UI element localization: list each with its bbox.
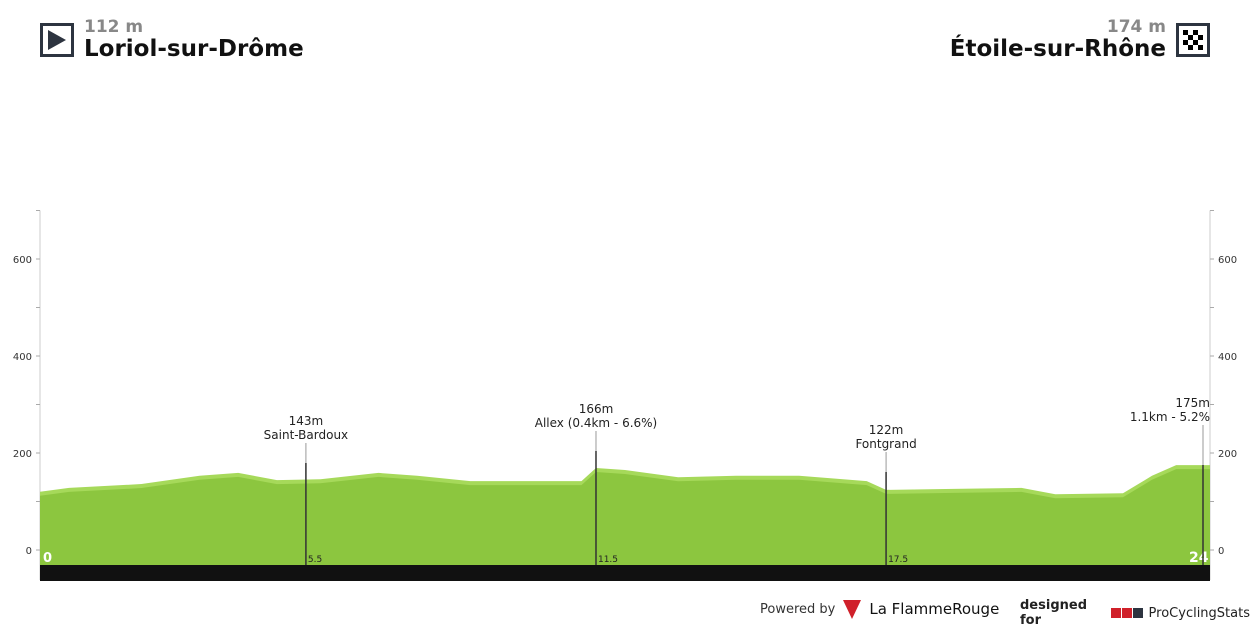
finish-header: 174 m Étoile-sur-Rhône: [950, 18, 1210, 62]
y-tick-label: 0: [26, 546, 32, 557]
powered-by: Powered by La FlammeRouge: [760, 598, 999, 620]
designed-for: designed for ProCyclingStats: [1020, 598, 1250, 628]
start-header: 112 m Loriol-sur-Drôme: [40, 18, 304, 62]
y-tick-label: 600: [13, 255, 32, 266]
annotation-elevation: 166m: [579, 402, 614, 416]
km-label: 5.5: [308, 555, 322, 565]
finish-altitude: 174 m: [1106, 17, 1166, 37]
annotation-elevation: 122m: [869, 423, 904, 437]
start-altitude: 112 m: [84, 17, 144, 37]
y-tick-label: 400: [13, 352, 32, 363]
annotation-label: 1.1km - 5.2%: [1130, 410, 1210, 424]
annotation-label: Saint-Bardoux: [264, 428, 349, 442]
flamme-rouge-logo-icon: [843, 600, 862, 619]
designed-label: designed for: [1020, 598, 1087, 628]
y-tick-label: 200: [13, 449, 32, 460]
km-label: 24: [1189, 550, 1209, 566]
start-name: Loriol-sur-Drôme: [84, 36, 304, 62]
powered-label: Powered by: [760, 601, 836, 617]
km-label: 0: [43, 551, 52, 566]
brand-label: La FlammeRouge: [869, 600, 1000, 618]
finish-name: Étoile-sur-Rhône: [949, 36, 1166, 62]
y-tick-label: 600: [1218, 255, 1237, 266]
distance-bar: [40, 565, 1210, 581]
play-icon: [40, 23, 74, 57]
annotation-label: Fontgrand: [855, 437, 916, 451]
y-tick-label: 0: [1218, 546, 1224, 557]
y-tick-label: 400: [1218, 352, 1237, 363]
pcs-logo-icon: [1110, 608, 1143, 618]
annotation-elevation: 175m: [1175, 396, 1210, 410]
annotation-label: Allex (0.4km - 6.6%): [535, 416, 658, 430]
pcs-label: ProCyclingStats: [1148, 605, 1250, 621]
y-tick-label: 200: [1218, 449, 1237, 460]
km-label: 17.5: [888, 555, 908, 565]
elevation-area: [40, 469, 1210, 565]
km-label: 11.5: [598, 555, 618, 565]
annotation-elevation: 143m: [289, 414, 324, 428]
checkered-flag-icon: [1176, 23, 1210, 57]
